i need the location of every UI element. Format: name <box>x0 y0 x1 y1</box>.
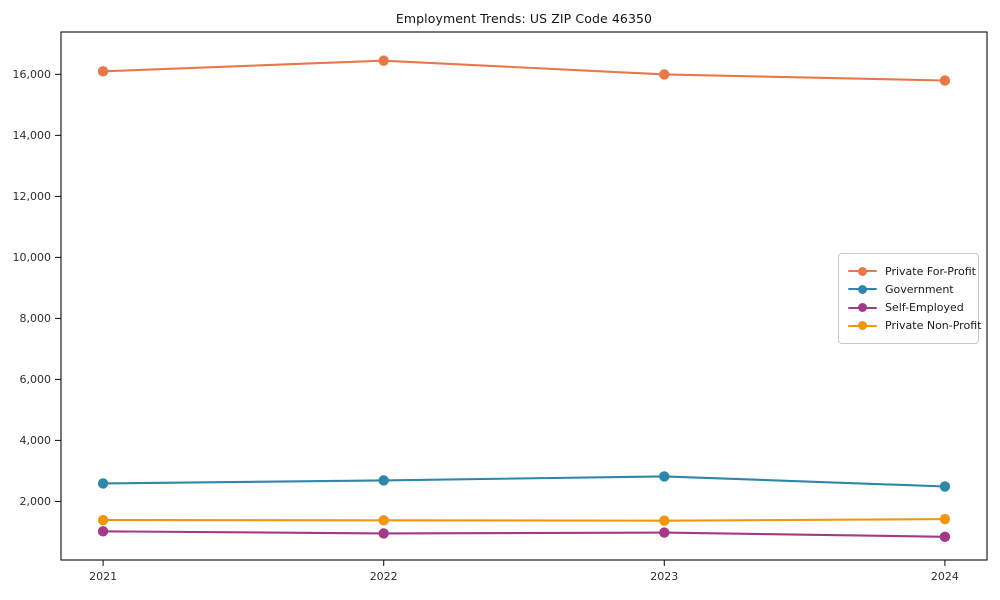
legend-item: Private For-Profit <box>848 262 976 280</box>
data-point-marker <box>378 55 389 66</box>
y-tick-label: 4,000 <box>20 434 52 447</box>
legend-dot-icon <box>858 321 867 331</box>
data-point-marker <box>659 471 670 482</box>
data-point-marker <box>939 75 951 86</box>
legend-marker-icon <box>848 303 877 313</box>
x-tick-label: 2023 <box>650 570 678 583</box>
legend-marker-icon <box>848 284 877 294</box>
legend-marker-icon <box>848 266 877 276</box>
legend-marker-icon <box>848 321 877 331</box>
y-tick-label: 8,000 <box>20 312 52 325</box>
series-line <box>102 475 946 488</box>
data-point-marker <box>939 513 951 525</box>
legend-label: Private Non-Profit <box>885 319 982 333</box>
series-line <box>102 59 946 82</box>
data-point-marker <box>939 531 951 543</box>
data-point-marker <box>97 514 109 526</box>
y-tick-label: 10,000 <box>13 251 52 264</box>
legend-label: Private For-Profit <box>885 264 976 278</box>
chart-title: Employment Trends: US ZIP Code 46350 <box>395 11 653 26</box>
data-point-marker <box>97 478 109 489</box>
y-tick-label: 14,000 <box>13 129 52 142</box>
plot-border <box>60 31 988 561</box>
x-tick-label: 2021 <box>89 570 117 583</box>
y-tick-label: 2,000 <box>20 495 52 508</box>
data-point-marker <box>97 66 109 77</box>
series-line <box>102 530 946 538</box>
x-tick-label: 2024 <box>931 570 959 583</box>
y-tick-label: 6,000 <box>20 373 52 386</box>
legend-label: Government <box>885 282 954 296</box>
data-point-marker <box>939 481 951 492</box>
legend-dot-icon <box>858 303 867 313</box>
legend: Private For-Profit Government Self-Employe… <box>838 253 981 344</box>
data-point-marker <box>97 526 109 537</box>
y-tick-label: 12,000 <box>13 190 52 203</box>
data-point-marker <box>659 527 670 538</box>
x-tick-label: 2022 <box>370 570 398 583</box>
data-point-marker <box>659 515 670 526</box>
legend-item: Self-Employed <box>848 299 969 317</box>
legend-label: Self-Employed <box>885 301 964 315</box>
legend-item: Private Non-Profit <box>848 317 981 335</box>
series-line <box>102 518 946 522</box>
data-point-marker <box>378 528 389 539</box>
legend-dot-icon <box>858 266 867 276</box>
legend-dot-icon <box>858 284 867 294</box>
data-point-marker <box>378 515 389 526</box>
y-tick-label: 16,000 <box>13 68 52 81</box>
data-point-marker <box>659 69 670 80</box>
legend-item: Government <box>848 280 969 298</box>
data-point-marker <box>378 475 389 486</box>
